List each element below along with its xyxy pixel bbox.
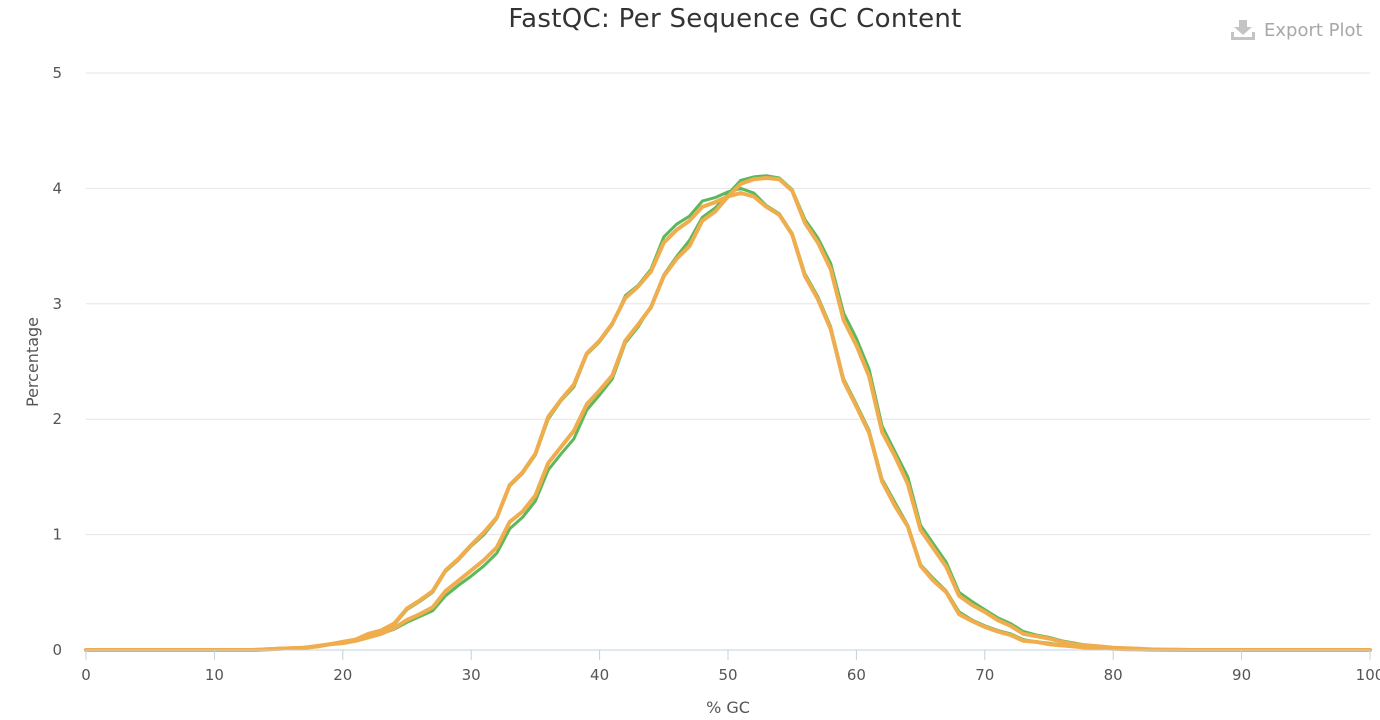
x-tick-label: 80 bbox=[1104, 666, 1123, 684]
export-plot-button[interactable]: Export Plot bbox=[1230, 16, 1363, 44]
series-lines bbox=[84, 174, 1372, 652]
x-tick-label: 40 bbox=[590, 666, 609, 684]
y-tick-label: 0 bbox=[52, 641, 62, 659]
x-tick-label: 0 bbox=[81, 666, 91, 684]
series-line-4[interactable] bbox=[84, 176, 1372, 652]
x-axis-title: % GC bbox=[706, 698, 750, 717]
y-tick-label: 2 bbox=[52, 410, 62, 428]
x-tick-label: 70 bbox=[975, 666, 994, 684]
x-tick-label: 20 bbox=[333, 666, 352, 684]
x-tick-label: 10 bbox=[205, 666, 224, 684]
x-tick-label: 90 bbox=[1232, 666, 1251, 684]
x-tick-label: 30 bbox=[462, 666, 481, 684]
y-tick-label: 1 bbox=[52, 526, 62, 544]
y-axis-title: Percentage bbox=[23, 317, 42, 407]
y-tick-label: 3 bbox=[52, 295, 62, 313]
download-icon bbox=[1231, 20, 1255, 40]
y-tick-label: 4 bbox=[52, 179, 62, 197]
grid-lines bbox=[86, 72, 1370, 536]
y-tick-label: 5 bbox=[52, 64, 62, 82]
chart-title: FastQC: Per Sequence GC Content bbox=[508, 4, 962, 34]
series-line-3[interactable] bbox=[84, 191, 1372, 652]
export-plot-label: Export Plot bbox=[1264, 19, 1363, 41]
series-line-1[interactable] bbox=[84, 174, 1372, 652]
x-tick-label: 60 bbox=[847, 666, 866, 684]
x-tick-label: 50 bbox=[718, 666, 737, 684]
x-tick-label: 100 bbox=[1356, 666, 1380, 684]
